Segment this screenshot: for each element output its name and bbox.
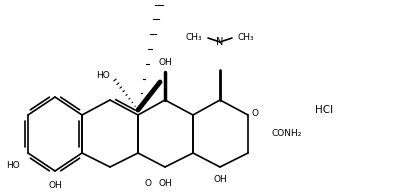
Text: HCl: HCl — [315, 105, 333, 115]
Text: CH₃: CH₃ — [238, 34, 255, 42]
Text: CONH₂: CONH₂ — [272, 130, 303, 139]
Text: OH: OH — [48, 181, 62, 190]
Text: OH: OH — [158, 179, 172, 188]
Text: O: O — [252, 108, 258, 118]
Text: HO: HO — [96, 70, 110, 80]
Text: CH₃: CH₃ — [185, 34, 202, 42]
Text: O: O — [145, 179, 152, 188]
Text: HO: HO — [6, 161, 20, 170]
Text: N: N — [216, 37, 224, 47]
Text: OH: OH — [158, 58, 172, 67]
Text: OH: OH — [213, 175, 227, 185]
